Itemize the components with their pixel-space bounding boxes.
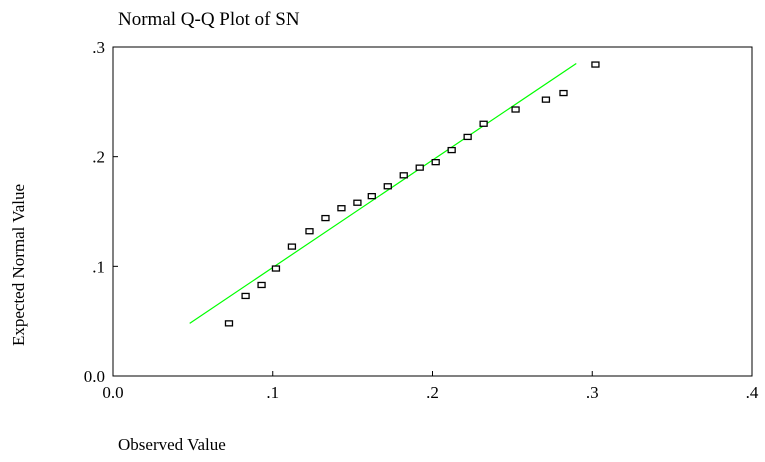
point <box>479 120 488 127</box>
point <box>305 228 314 235</box>
y-tick-label: .1 <box>92 257 105 276</box>
point <box>367 192 376 200</box>
x-tick-label: .1 <box>266 383 279 402</box>
point <box>321 214 330 222</box>
point <box>224 320 234 327</box>
y-tick-label: .3 <box>92 38 105 57</box>
x-tick-label: .4 <box>746 383 759 402</box>
point <box>591 61 600 68</box>
y-tick-label: .2 <box>92 148 105 167</box>
reference-line <box>189 62 577 324</box>
point <box>511 106 520 113</box>
plot-frame <box>112 46 753 377</box>
point <box>415 164 424 171</box>
x-tick-label: .2 <box>426 383 439 402</box>
x-tick-label: 0.0 <box>102 383 123 402</box>
point <box>463 133 472 141</box>
point <box>257 281 266 289</box>
point <box>271 265 281 272</box>
x-tick-label: .3 <box>586 383 599 402</box>
point <box>241 292 250 300</box>
point <box>447 146 456 154</box>
point <box>559 89 568 97</box>
point <box>431 158 440 166</box>
point <box>399 172 408 179</box>
y-axis-label: Expected Normal Value <box>9 184 28 346</box>
point <box>353 199 362 206</box>
point <box>383 183 392 190</box>
chart-title: Normal Q-Q Plot of SN <box>118 9 300 30</box>
point <box>541 96 551 103</box>
point <box>287 243 297 250</box>
y-tick-label: 0.0 <box>84 367 105 386</box>
x-axis-label: Observed Value <box>118 435 226 454</box>
point <box>337 205 346 212</box>
